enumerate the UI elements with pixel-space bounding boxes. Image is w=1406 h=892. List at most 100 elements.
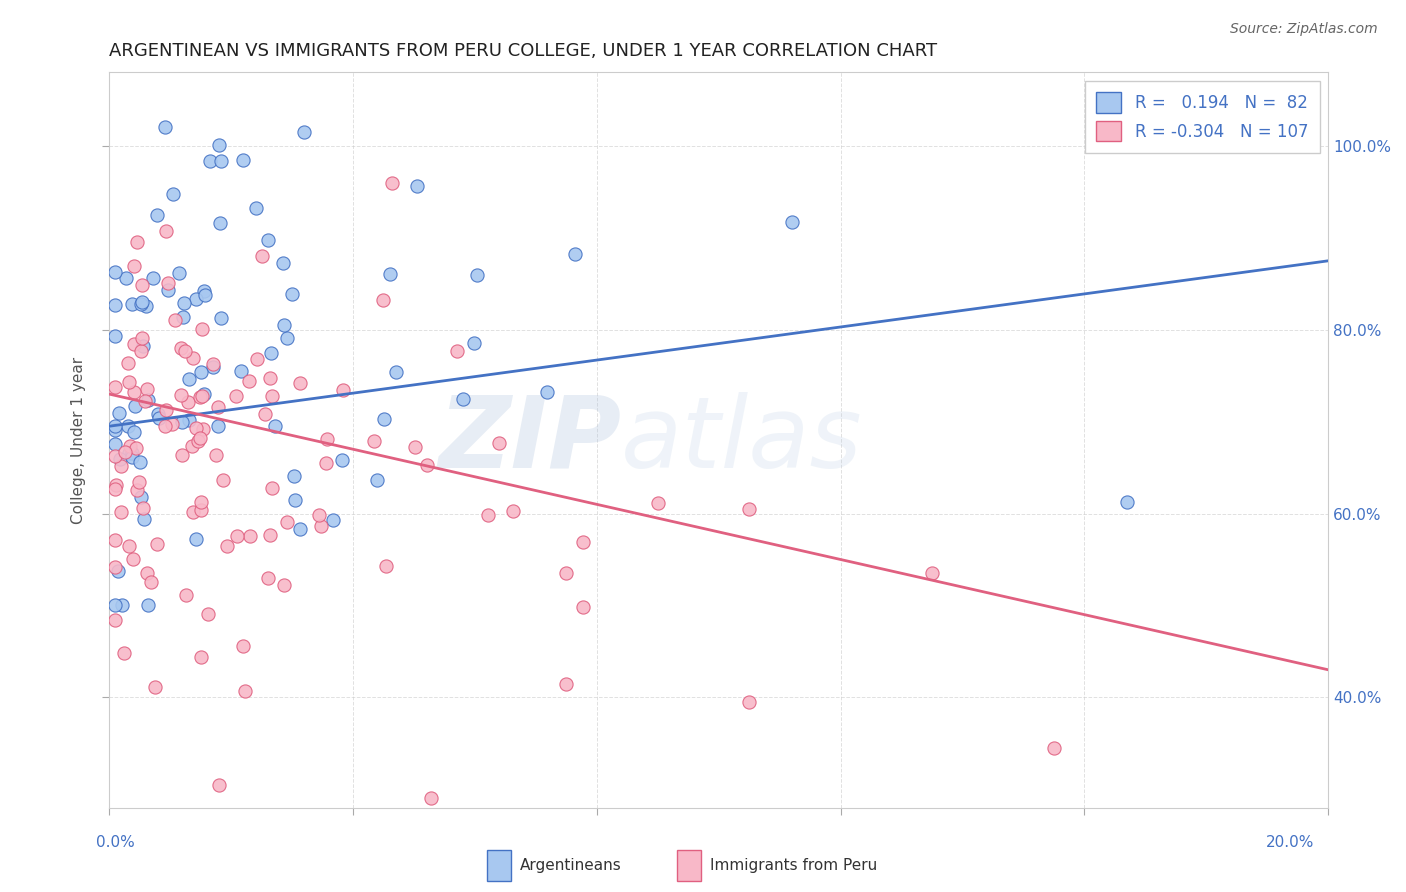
Point (131, 278, 153, 293)
Point (190, 365, 212, 379)
Point (125, 442, 148, 456)
Point (257, 571, 280, 585)
Point (131, 295, 153, 310)
Point (404, 440, 426, 454)
Point (194, 288, 217, 302)
Point (330, 453, 353, 467)
Point (122, 425, 145, 439)
Point (110, 458, 132, 473)
Point (322, 513, 344, 527)
Point (104, 533, 127, 547)
Point (190, 503, 212, 517)
Point (207, 419, 229, 434)
Point (124, 399, 146, 413)
Legend: R =   0.194   N =  82, R = -0.304   N = 107: R = 0.194 N = 82, R = -0.304 N = 107 (1084, 81, 1320, 153)
Point (262, 481, 284, 495)
Point (177, 413, 200, 427)
Point (780, 215, 803, 229)
Point (1043, 740, 1066, 755)
Point (142, 270, 165, 285)
Point (117, 356, 139, 370)
Text: Argentineans: Argentineans (520, 858, 621, 872)
Point (114, 445, 136, 459)
Point (385, 366, 408, 380)
Point (184, 292, 207, 306)
Point (415, 458, 437, 472)
Point (488, 436, 510, 450)
Point (208, 138, 231, 153)
Point (204, 448, 226, 462)
Point (104, 450, 127, 464)
Point (555, 676, 578, 690)
Point (181, 439, 204, 453)
Point (121, 446, 143, 460)
Point (105, 477, 128, 491)
Point (245, 201, 267, 215)
Point (373, 412, 395, 426)
Point (276, 331, 298, 345)
Point (170, 388, 193, 402)
Point (208, 216, 231, 230)
Point (104, 560, 127, 574)
Point (135, 299, 157, 313)
Point (477, 508, 499, 522)
Point (332, 383, 354, 397)
Point (245, 352, 267, 367)
Point (132, 339, 155, 353)
Point (259, 528, 281, 542)
Point (155, 403, 177, 417)
Point (174, 588, 197, 602)
Point (186, 421, 208, 435)
Point (179, 372, 201, 386)
Point (235, 684, 257, 698)
Point (232, 153, 254, 167)
Point (446, 344, 468, 359)
Point (281, 286, 304, 301)
Point (283, 468, 305, 483)
Point (405, 179, 427, 194)
Point (375, 558, 398, 573)
Point (121, 297, 143, 311)
Point (173, 344, 195, 359)
Point (647, 496, 669, 510)
Point (451, 392, 474, 406)
Point (125, 483, 148, 497)
Text: 20.0%: 20.0% (1267, 836, 1315, 850)
Point (118, 539, 141, 553)
Point (184, 532, 207, 546)
Point (273, 578, 295, 592)
Point (198, 154, 221, 169)
Point (373, 293, 395, 307)
Point (276, 515, 298, 529)
Point (112, 646, 135, 660)
Point (181, 506, 204, 520)
Point (148, 407, 170, 421)
Point (181, 351, 204, 365)
Point (177, 395, 200, 409)
Text: atlas: atlas (621, 392, 863, 489)
Point (366, 473, 388, 487)
Point (193, 285, 215, 299)
Point (146, 208, 169, 222)
Point (378, 267, 401, 281)
Point (139, 574, 162, 589)
Point (193, 386, 215, 401)
Point (290, 522, 312, 536)
Point (215, 539, 238, 553)
Point (190, 649, 212, 664)
Point (197, 607, 219, 622)
Point (108, 406, 131, 420)
Point (104, 265, 127, 279)
Point (209, 310, 232, 325)
Point (188, 431, 211, 445)
Point (118, 446, 141, 460)
Text: ZIP: ZIP (439, 392, 621, 489)
Point (167, 266, 190, 280)
Point (288, 376, 311, 391)
Y-axis label: College, Under 1 year: College, Under 1 year (72, 357, 86, 524)
Point (257, 233, 280, 247)
Point (156, 283, 179, 297)
Point (117, 418, 139, 433)
Point (363, 434, 385, 448)
Point (201, 359, 224, 374)
